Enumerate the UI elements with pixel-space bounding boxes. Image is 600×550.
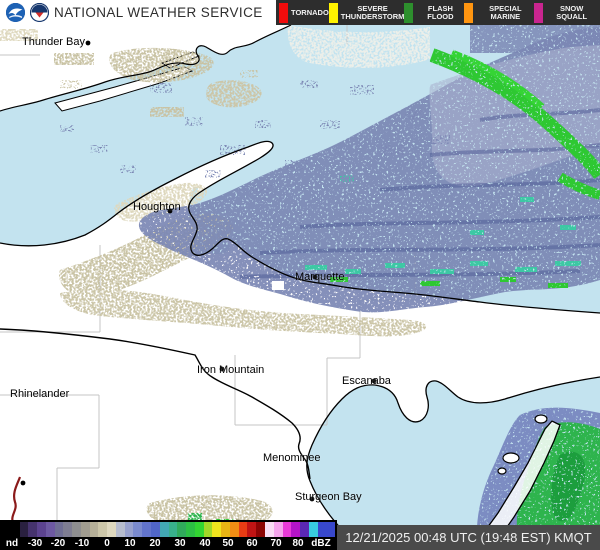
- colorbar-segment: [282, 522, 292, 537]
- radar-white-patch: [287, 25, 430, 68]
- colorbar-segment: [256, 522, 265, 537]
- warning-legend-label: SEVERE THUNDERSTORM: [340, 3, 405, 21]
- warning-legend-item: FLASH FLOOD: [404, 2, 464, 23]
- city-label: Houghton: [133, 201, 181, 213]
- agency-title: NATIONAL WEATHER SERVICE: [54, 5, 263, 20]
- warning-legend-label: SPECIAL MARINE: [489, 3, 522, 21]
- colorbar-tick: nd: [5, 538, 19, 549]
- colorbar-segment: [28, 522, 38, 537]
- colorbar-tick: 10: [124, 538, 136, 549]
- nws-brand: NATIONAL WEATHER SERVICE: [0, 0, 276, 25]
- warning-color-chip: [534, 2, 544, 23]
- colorbar-segment: [238, 522, 248, 537]
- colorbar-segment: [247, 522, 257, 537]
- city-label: Escanaba: [342, 375, 391, 387]
- warning-legend-item: SEVERE THUNDERSTORM: [328, 2, 405, 23]
- colorbar-segment: [308, 522, 318, 537]
- colorbar-segment: [98, 522, 108, 537]
- colorbar-tick: 20: [149, 538, 161, 549]
- warning-legend-item: SNOW SQUALL: [534, 2, 597, 23]
- nws-logo-icon: [6, 3, 25, 22]
- warning-legend-item: SPECIAL MARINE: [464, 2, 534, 23]
- warning-legend-label: SNOW SQUALL: [556, 3, 588, 21]
- colorbar-segment: [151, 522, 160, 537]
- radar-main-mass: [138, 25, 600, 313]
- colorbar-segment: [159, 522, 169, 537]
- colorbar-tick: -30: [27, 538, 43, 549]
- colorbar-segment: [107, 522, 116, 537]
- colorbar-segment: [37, 522, 46, 537]
- colorbar-segment: [168, 522, 178, 537]
- status-bar: 12/21/2025 00:48 UTC (19:48 EST) KMQT: [337, 525, 600, 550]
- colorbar-segment: [203, 522, 213, 537]
- warning-color-chip: [279, 2, 288, 23]
- colorbar-tick: 40: [199, 538, 211, 549]
- colorbar-tick: 80: [292, 538, 304, 549]
- warning-color-chip: [328, 2, 338, 23]
- colorbar-tick: 60: [246, 538, 258, 549]
- warning-color-chip: [464, 2, 474, 23]
- colorbar-segment: [124, 522, 134, 537]
- warning-legend-label: TORNADO: [291, 7, 329, 17]
- warning-legend-item: TORNADO: [279, 2, 329, 23]
- city-label: Iron Mountain: [197, 364, 265, 376]
- radar-speckles: [60, 50, 450, 194]
- city-label: Marquette: [295, 271, 345, 283]
- colorbar-segment: [19, 522, 29, 537]
- colorbar-tick: -10: [74, 538, 90, 549]
- colorbar-segment: [326, 522, 336, 537]
- noaa-logo-icon: [30, 3, 49, 22]
- city-label: Sturgeon Bay: [295, 491, 362, 503]
- radar-map[interactable]: Thunder Bay Houghton Marquette Iron Mountai…: [0, 25, 600, 550]
- dbz-colorbar: nd -30 -20 -10 0 10 20 30 40 50 60 70 80 dBZ: [0, 520, 337, 550]
- colorbar-segment: [229, 522, 239, 537]
- door-peninsula: [469, 414, 561, 550]
- warning-legend-label: FLASH FLOOD: [427, 3, 454, 21]
- colorbar-segment: [212, 522, 222, 537]
- colorbar-tick: 50: [222, 538, 234, 549]
- colorbar-segment: [72, 522, 81, 537]
- city-label: Thunder Bay: [22, 36, 85, 48]
- header-bar: NATIONAL WEATHER SERVICE TORNADO SEVERE T…: [0, 0, 600, 25]
- colorbar-segment: [54, 522, 64, 537]
- colorbar-segment: [133, 522, 143, 537]
- colorbar-tick: 0: [104, 538, 110, 549]
- city-dots: [20, 40, 377, 502]
- colorbar-segment: [45, 522, 55, 537]
- colorbar-segment: [221, 522, 230, 537]
- radar-map-canvas: [0, 25, 600, 550]
- colorbar-segment: [142, 522, 152, 537]
- colorbar-segment: [317, 522, 327, 537]
- warning-legend: TORNADO SEVERE THUNDERSTORM FLASH FLOOD SPE…: [276, 0, 600, 25]
- colorbar-segment: [300, 522, 309, 537]
- colorbar-segment: [115, 522, 125, 537]
- colorbar-segment: [2, 522, 11, 537]
- colorbar-tick: dBZ: [311, 538, 331, 549]
- colorbar-segment: [80, 522, 90, 537]
- colorbar-segment: [194, 522, 204, 537]
- colorbar-segment: [273, 522, 283, 537]
- city-label: Rhinelander: [10, 388, 70, 400]
- colorbar-segment: [89, 522, 99, 537]
- colorbar-segment: [10, 522, 20, 537]
- colorbar-tick: 30: [174, 538, 186, 549]
- state-border-mi-wi: [0, 328, 311, 480]
- colorbar-segment: [177, 522, 187, 537]
- colorbar-segment: [291, 522, 301, 537]
- dbz-colorbar-gradient: [2, 522, 336, 537]
- colorbar-tick: -20: [50, 538, 66, 549]
- colorbar-segment: [63, 522, 73, 537]
- colorbar-segment: [186, 522, 195, 537]
- colorbar-tick: 70: [270, 538, 282, 549]
- warning-color-chip: [404, 2, 414, 23]
- colorbar-segment: [264, 522, 274, 537]
- city-label: Menominee: [263, 452, 321, 464]
- timestamp-text: 12/21/2025 00:48 UTC (19:48 EST) KMQT: [345, 530, 592, 545]
